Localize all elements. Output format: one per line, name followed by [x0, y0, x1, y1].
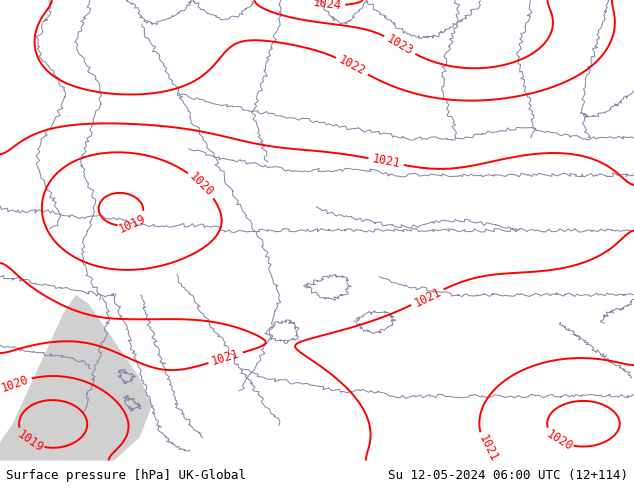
Text: 1021: 1021 — [476, 433, 500, 464]
Text: 1021: 1021 — [411, 285, 443, 309]
Text: 1021: 1021 — [210, 347, 241, 368]
Text: 1021: 1021 — [371, 152, 401, 171]
Text: Surface pressure [hPa] UK-Global: Surface pressure [hPa] UK-Global — [6, 469, 247, 482]
Text: 1019: 1019 — [15, 428, 46, 455]
Text: 1023: 1023 — [384, 32, 415, 58]
Text: 1020: 1020 — [544, 428, 575, 454]
Text: 1019: 1019 — [116, 212, 148, 235]
Text: Su 12-05-2024 06:00 UTC (12+114): Su 12-05-2024 06:00 UTC (12+114) — [387, 469, 628, 482]
Text: 1024: 1024 — [313, 0, 342, 13]
Text: 1020: 1020 — [0, 373, 30, 395]
Text: 1020: 1020 — [187, 170, 216, 199]
Text: 1022: 1022 — [337, 53, 368, 78]
